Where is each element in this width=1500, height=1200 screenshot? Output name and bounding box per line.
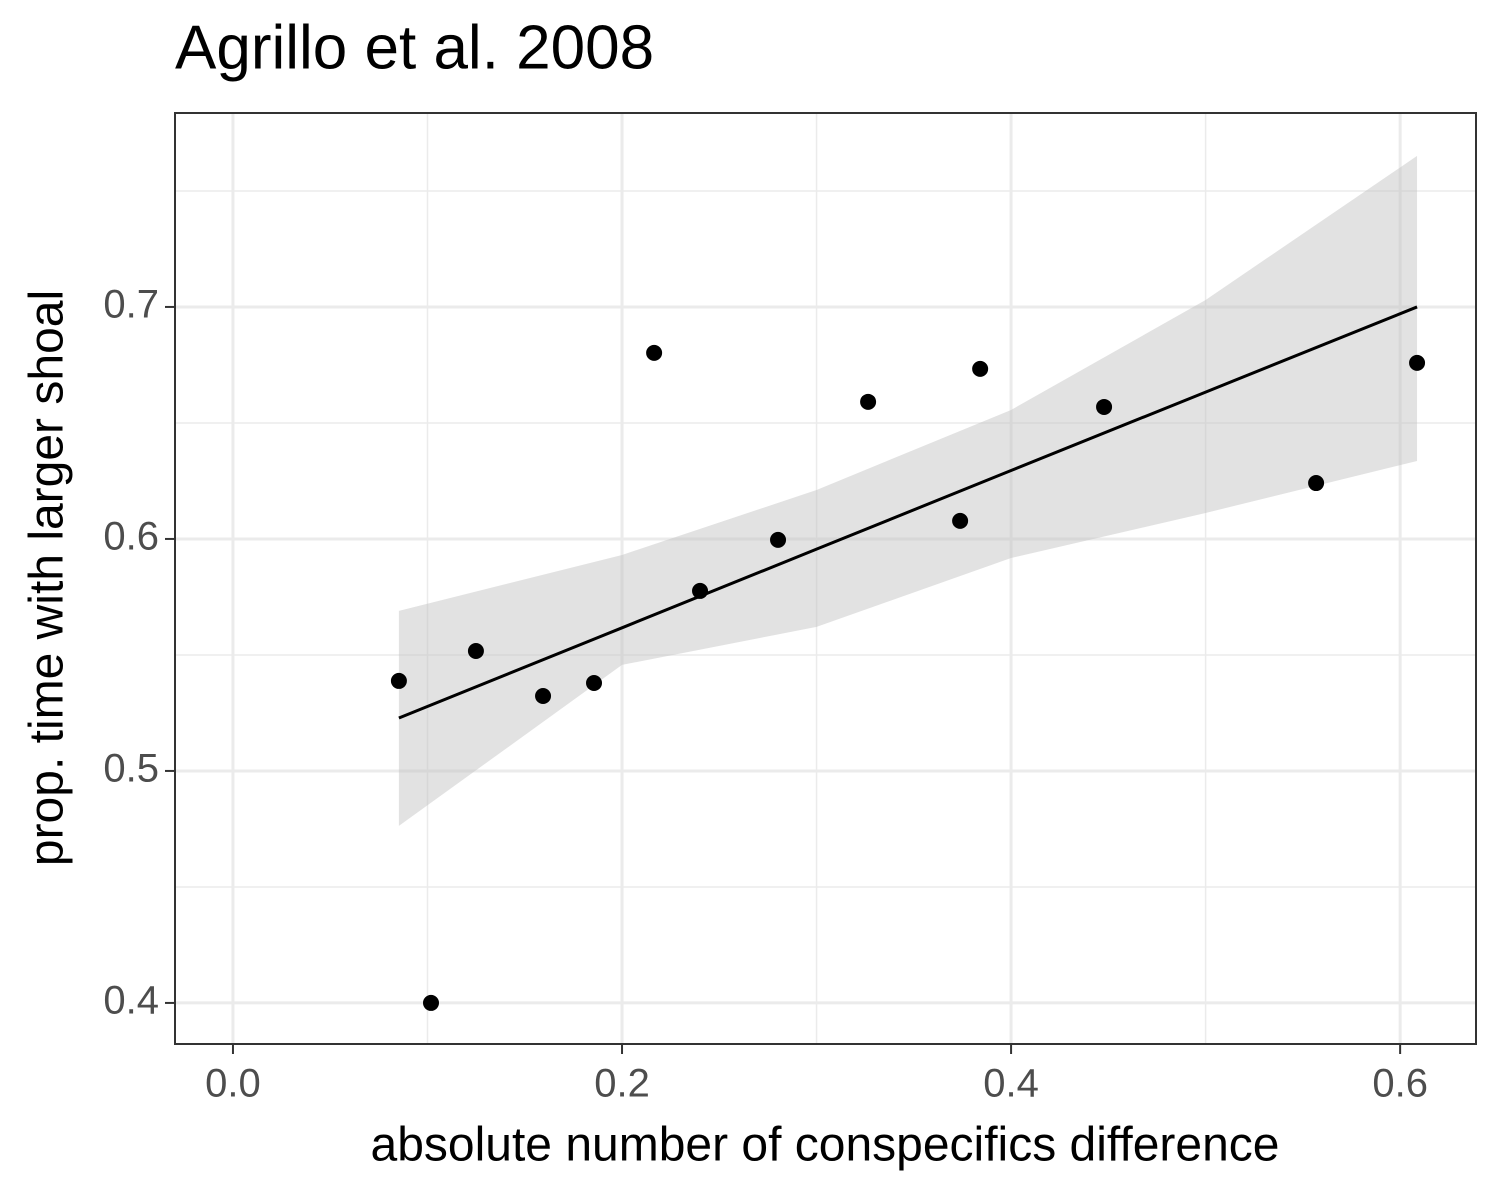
- y-tick-label: 0.7: [103, 283, 159, 327]
- plot-background: [175, 113, 1476, 1044]
- point: [1409, 354, 1426, 371]
- x-axis-title: absolute number of conspecifics differen…: [371, 1119, 1280, 1172]
- x-tick-label: 0.4: [983, 1062, 1039, 1106]
- fit-line: [398, 305, 1418, 720]
- point: [535, 688, 552, 705]
- chart-title: Agrillo et al. 2008: [175, 13, 654, 82]
- point: [1096, 398, 1113, 415]
- point: [860, 393, 877, 410]
- x-tick-label: 0.2: [594, 1062, 650, 1106]
- y-tick-label: 0.6: [103, 515, 159, 559]
- point: [586, 675, 603, 692]
- y-axis-title: prop. time with larger shoal: [21, 290, 74, 866]
- point: [390, 672, 407, 689]
- point: [646, 344, 663, 361]
- confidence-band: [398, 155, 1418, 826]
- point: [972, 360, 989, 377]
- point: [467, 642, 484, 659]
- x-tick-label: 0.6: [1372, 1062, 1428, 1106]
- x-tick-label: 0.0: [205, 1062, 261, 1106]
- point: [692, 582, 709, 599]
- point: [770, 531, 787, 548]
- plot-border: [174, 112, 1477, 1045]
- point: [952, 512, 969, 529]
- point: [1308, 475, 1325, 492]
- y-tick-label: 0.5: [103, 747, 159, 791]
- y-tick-label: 0.4: [103, 978, 159, 1022]
- point: [422, 994, 439, 1011]
